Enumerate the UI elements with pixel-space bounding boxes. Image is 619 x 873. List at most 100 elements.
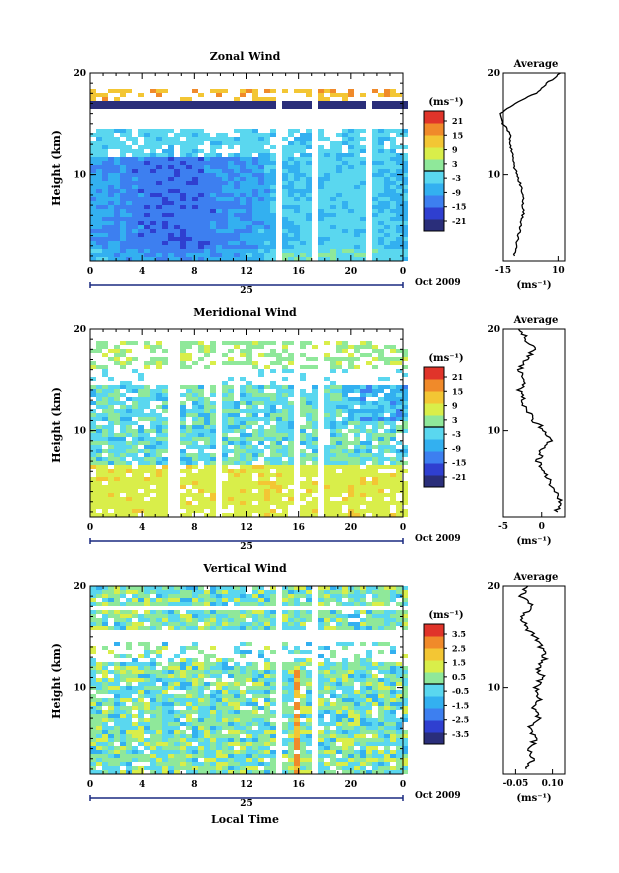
heatmap-cell bbox=[378, 433, 384, 437]
heatmap-cell bbox=[132, 513, 138, 517]
heatmap-cell bbox=[336, 357, 342, 361]
heatmap-cell bbox=[96, 437, 102, 441]
heatmap-cell bbox=[156, 445, 162, 449]
heatmap-cell bbox=[234, 445, 240, 449]
heatmap-cell bbox=[204, 674, 210, 678]
heatmap-cell bbox=[162, 493, 168, 497]
heatmap-cell bbox=[186, 722, 192, 726]
heatmap-cell bbox=[228, 750, 234, 754]
heatmap-cell bbox=[96, 750, 102, 754]
heatmap-cell bbox=[318, 626, 324, 630]
heatmap-cell bbox=[126, 602, 132, 606]
heatmap-cell bbox=[234, 682, 240, 686]
heatmap-cell bbox=[264, 341, 270, 345]
heatmap-cell bbox=[402, 133, 408, 137]
heatmap-cell bbox=[150, 610, 156, 614]
heatmap-cell bbox=[150, 229, 156, 233]
heatmap-cell bbox=[126, 477, 132, 481]
heatmap-cell bbox=[114, 357, 120, 361]
heatmap-cell bbox=[324, 197, 330, 201]
heatmap-cell bbox=[222, 686, 228, 690]
heatmap-cell bbox=[96, 618, 102, 622]
heatmap-cell bbox=[144, 249, 150, 253]
heatmap-cell bbox=[378, 205, 384, 209]
heatmap-cell bbox=[156, 193, 162, 197]
heatmap-cell bbox=[378, 225, 384, 229]
heatmap-cell bbox=[270, 449, 276, 453]
heatmap-cell bbox=[192, 670, 198, 674]
heatmap-cell bbox=[258, 341, 264, 345]
heatmap-cell bbox=[264, 101, 270, 105]
heatmap-cell bbox=[210, 682, 216, 686]
heatmap-cell bbox=[162, 385, 168, 389]
heatmap-cell bbox=[174, 177, 180, 181]
heatmap-cell bbox=[162, 710, 168, 714]
heatmap-cell bbox=[228, 357, 234, 361]
heatmap-cell bbox=[390, 205, 396, 209]
heatmap-cell bbox=[132, 738, 138, 742]
heatmap-cell bbox=[120, 678, 126, 682]
heatmap-cell bbox=[192, 137, 198, 141]
heatmap-cell bbox=[192, 453, 198, 457]
heatmap-cell bbox=[162, 241, 168, 245]
heatmap-cell bbox=[318, 209, 324, 213]
heatmap-cell bbox=[102, 201, 108, 205]
heatmap-cell bbox=[372, 181, 378, 185]
heatmap-cell bbox=[156, 710, 162, 714]
heatmap-cell bbox=[156, 726, 162, 730]
heatmap-cell bbox=[378, 189, 384, 193]
heatmap-cell bbox=[198, 726, 204, 730]
heatmap-cell bbox=[156, 169, 162, 173]
heatmap-cell bbox=[306, 193, 312, 197]
heatmap-cell bbox=[210, 670, 216, 674]
heatmap-cell bbox=[294, 734, 300, 738]
heatmap-cell bbox=[186, 598, 192, 602]
heatmap-cell bbox=[102, 598, 108, 602]
heatmap-cell bbox=[120, 365, 126, 369]
heatmap-cell bbox=[252, 762, 258, 766]
heatmap-cell bbox=[282, 513, 288, 517]
heatmap-cell bbox=[102, 141, 108, 145]
heatmap-cell bbox=[396, 213, 402, 217]
heatmap-cell bbox=[360, 101, 366, 105]
heatmap-cell bbox=[192, 586, 198, 590]
heatmap-cell bbox=[150, 397, 156, 401]
heatmap-cell bbox=[108, 165, 114, 169]
heatmap-cell bbox=[402, 197, 408, 201]
heatmap-cell bbox=[246, 674, 252, 678]
heatmap-cell bbox=[282, 241, 288, 245]
heatmap-cell bbox=[240, 642, 246, 646]
heatmap-cell bbox=[264, 481, 270, 485]
heatmap-cell bbox=[162, 694, 168, 698]
heatmap-cell bbox=[300, 173, 306, 177]
heatmap-cell bbox=[306, 594, 312, 598]
heatmap-cell bbox=[96, 497, 102, 501]
heatmap-cell bbox=[126, 165, 132, 169]
heatmap-cell bbox=[330, 513, 336, 517]
heatmap-cell bbox=[300, 189, 306, 193]
heatmap-cell bbox=[126, 361, 132, 365]
heatmap-cell bbox=[378, 193, 384, 197]
heatmap-cell bbox=[246, 730, 252, 734]
heatmap-cell bbox=[198, 481, 204, 485]
heatmap-cell bbox=[234, 345, 240, 349]
heatmap-cell bbox=[330, 229, 336, 233]
heatmap-cell bbox=[348, 177, 354, 181]
heatmap-cell bbox=[234, 453, 240, 457]
heatmap-cell bbox=[246, 233, 252, 237]
heatmap-cell bbox=[246, 718, 252, 722]
heatmap-cell bbox=[324, 602, 330, 606]
heatmap-cell bbox=[102, 646, 108, 650]
heatmap-cell bbox=[294, 149, 300, 153]
heatmap-cell bbox=[300, 229, 306, 233]
heatmap-cell bbox=[306, 513, 312, 517]
heatmap-cell bbox=[270, 766, 276, 770]
heatmap-cell bbox=[306, 161, 312, 165]
heatmap-cell bbox=[150, 730, 156, 734]
heatmap-cell bbox=[294, 746, 300, 750]
heatmap-cell bbox=[270, 598, 276, 602]
heatmap-cell bbox=[180, 742, 186, 746]
heatmap-cell bbox=[216, 598, 222, 602]
heatmap-cell bbox=[156, 177, 162, 181]
heatmap-cell bbox=[174, 622, 180, 626]
